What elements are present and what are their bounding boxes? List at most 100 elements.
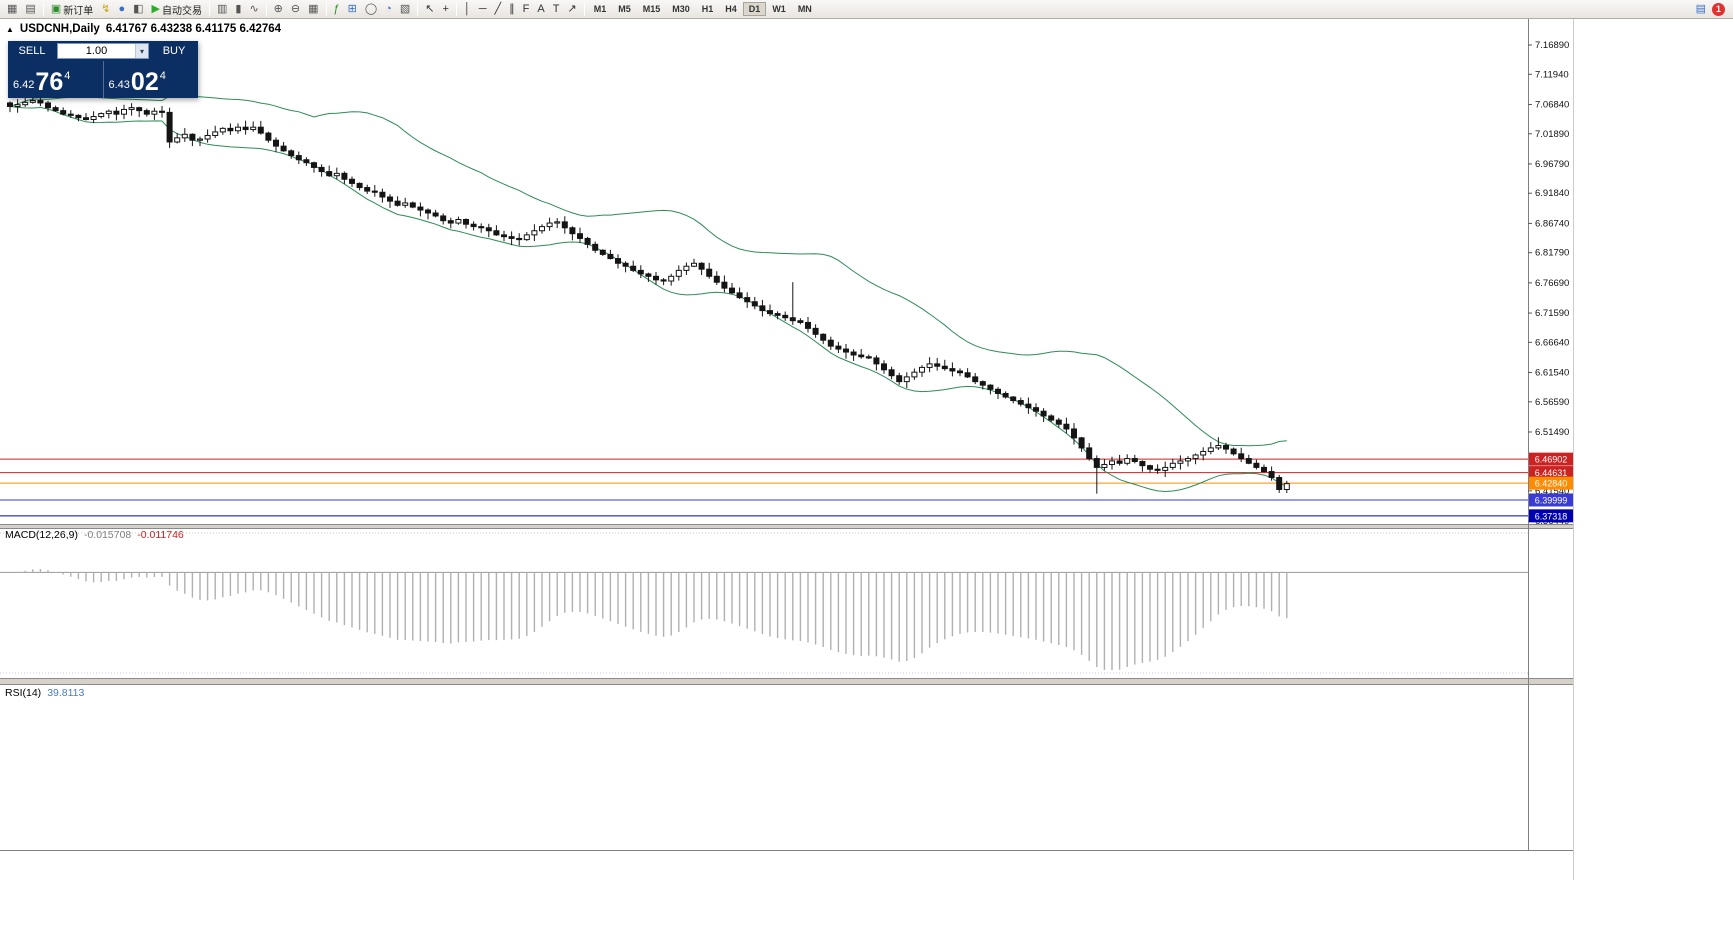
indicators-icon: ƒ <box>333 2 340 15</box>
market-watch-button[interactable]: ● <box>114 2 129 17</box>
timeframe-h1-button[interactable]: H1 <box>701 4 714 14</box>
one-click-collapse-icon[interactable]: ▲ <box>6 24 14 34</box>
cursor-tool-button[interactable]: ↖ <box>421 2 438 17</box>
vertical-line-tool-icon: │ <box>463 2 471 15</box>
timeframe-m30-button[interactable]: M30 <box>672 4 690 14</box>
new-chart-icon: ▦ <box>7 2 18 15</box>
new-chart-button[interactable]: ▦ <box>3 2 21 17</box>
chart-ohlc-values: 6.41767 6.43238 6.41175 6.42764 <box>105 23 282 35</box>
timeframe-d1-button[interactable]: D1 <box>742 2 767 16</box>
chart-symbol-label: USDCNH,Daily <box>19 23 100 35</box>
zoom-out-button[interactable]: ⊖ <box>287 2 304 17</box>
timeframe-w1-button[interactable]: W1 <box>772 4 786 14</box>
toolbar-separator <box>265 2 267 16</box>
templates-icon: ▧ <box>399 2 411 15</box>
metaeditor-button[interactable]: ↯ <box>97 2 114 17</box>
svg-text:7.11940: 7.11940 <box>1535 69 1569 80</box>
autotrading-button[interactable]: ▶ 自动交易 <box>148 2 206 17</box>
price-tag-6.42840 <box>1529 476 1573 490</box>
svg-text:6.37318: 6.37318 <box>1535 511 1568 521</box>
macd-main-value: -0.015708 <box>83 529 132 541</box>
trendline-tool-icon: ╱ <box>494 2 502 15</box>
period-settings-icon: ◔ <box>385 2 392 15</box>
alerts-badge[interactable]: 1 <box>1712 2 1725 16</box>
market-watch-icon: ● <box>118 2 126 15</box>
candlestick-mode-icon: ▮ <box>235 2 242 15</box>
profiles-button[interactable]: ▤ <box>21 2 39 17</box>
market-news-button[interactable]: ▤ <box>1692 2 1710 17</box>
vertical-line-tool-button[interactable]: │ <box>460 2 475 17</box>
channel-tool-button[interactable]: ∥ <box>505 2 519 17</box>
sell-price[interactable]: 6.42 76 4 <box>8 61 103 98</box>
buy-price[interactable]: 6.43 02 4 <box>102 61 199 98</box>
text-tool-button[interactable]: A <box>533 2 548 17</box>
templates-button[interactable]: ▧ <box>396 2 414 17</box>
toolbar-separator <box>208 2 210 16</box>
buy-button[interactable]: BUY <box>150 41 198 61</box>
svg-text:6.42840: 6.42840 <box>1535 479 1568 489</box>
svg-text:6.96790: 6.96790 <box>1535 159 1569 170</box>
objects-list-icon: ◯ <box>364 2 378 15</box>
arrows-tool-button[interactable]: ↗ <box>563 2 580 17</box>
zoom-in-button[interactable]: ⊕ <box>270 2 287 17</box>
line-chart-mode-icon: ∿ <box>249 2 259 15</box>
horizontal-line-tool-button[interactable]: ─ <box>475 2 491 17</box>
line-chart-mode-button[interactable]: ∿ <box>245 2 262 17</box>
bollinger-upper-band[interactable] <box>9 94 1287 447</box>
macd-signal-value: -0.011746 <box>137 529 184 541</box>
market-news-icon: ▤ <box>1695 2 1706 15</box>
label-tool-button[interactable]: T <box>549 2 564 17</box>
crosshair-tool-icon: + <box>442 2 449 15</box>
objects-list-button[interactable]: ◯ <box>361 2 381 17</box>
svg-text:6.56590: 6.56590 <box>1535 397 1569 408</box>
tile-windows-icon: ▦ <box>308 2 319 15</box>
svg-text:6.44631: 6.44631 <box>1535 468 1568 478</box>
svg-text:6.39999: 6.39999 <box>1535 495 1568 505</box>
fibonacci-tool-button[interactable]: F <box>519 2 534 17</box>
timeframe-m5-button[interactable]: M5 <box>618 4 631 14</box>
svg-text:6.66640: 6.66640 <box>1535 337 1569 348</box>
indicators-button[interactable]: ƒ <box>330 2 344 17</box>
bollinger-lower-band[interactable] <box>9 106 1287 493</box>
timeframe-m15-button[interactable]: M15 <box>642 4 661 14</box>
toolbar: ▦ ▤ ▣ 新订单 ↯ ● ◧ ▶ 自动交易 ▥ ▮ ∿ ⊕ ⊖ ▦ ƒ ⊞ ◯ ◔ ▧ ↖ + │ ─ ╱ ∥ F A T ↗ M1 M5 M… <box>0 0 1733 19</box>
volume-input[interactable] <box>58 44 135 58</box>
splitter-macd-rsi[interactable] <box>0 678 1574 684</box>
zoom-out-icon: ⊖ <box>290 2 301 15</box>
autotrading-icon: ▶ <box>151 2 160 15</box>
label-tool-icon: T <box>552 2 560 15</box>
period-settings-button[interactable]: ◔ <box>381 2 396 17</box>
new-order-button[interactable]: ▣ 新订单 <box>47 2 97 17</box>
toolbar-separator <box>583 2 585 16</box>
rsi-value: 39.8113 <box>47 687 85 699</box>
timeframe-m1-button[interactable]: M1 <box>593 4 607 14</box>
rsi-label: RSI(14) 39.8113 <box>5 687 84 699</box>
tile-windows-button[interactable]: ▦ <box>304 2 322 17</box>
trendline-tool-button[interactable]: ╱ <box>491 2 506 17</box>
macd-label: MACD(12,26,9) -0.015708 -0.011746 <box>5 529 184 541</box>
add-indicator-button[interactable]: ⊞ <box>344 2 361 17</box>
splitter-main-macd[interactable] <box>0 524 1574 528</box>
metaeditor-icon: ↯ <box>101 2 111 15</box>
svg-text:6.91840: 6.91840 <box>1535 188 1569 199</box>
timeframe-h4-button[interactable]: H4 <box>725 4 737 14</box>
volume-dropdown-icon[interactable]: ▾ <box>135 44 148 58</box>
svg-text:6.86740: 6.86740 <box>1535 218 1569 229</box>
candlestick-mode-button[interactable]: ▮ <box>231 2 245 17</box>
data-window-button[interactable]: ◧ <box>129 2 147 17</box>
timeframe-mn-button[interactable]: MN <box>797 4 812 14</box>
svg-text:6.41540: 6.41540 <box>1535 486 1569 497</box>
crosshair-tool-button[interactable]: + <box>438 2 452 17</box>
macd-histogram <box>16 569 1288 671</box>
buy-price-sup: 4 <box>159 70 166 82</box>
cursor-tool-icon: ↖ <box>425 2 435 15</box>
svg-text:7.16890: 7.16890 <box>1535 40 1569 51</box>
toolbar-separator <box>325 2 327 16</box>
sell-button[interactable]: SELL <box>8 41 56 61</box>
bar-chart-mode-button[interactable]: ▥ <box>213 2 231 17</box>
new-order-icon: ▣ <box>50 2 62 15</box>
volume-field-wrap: ▾ <box>57 43 149 59</box>
